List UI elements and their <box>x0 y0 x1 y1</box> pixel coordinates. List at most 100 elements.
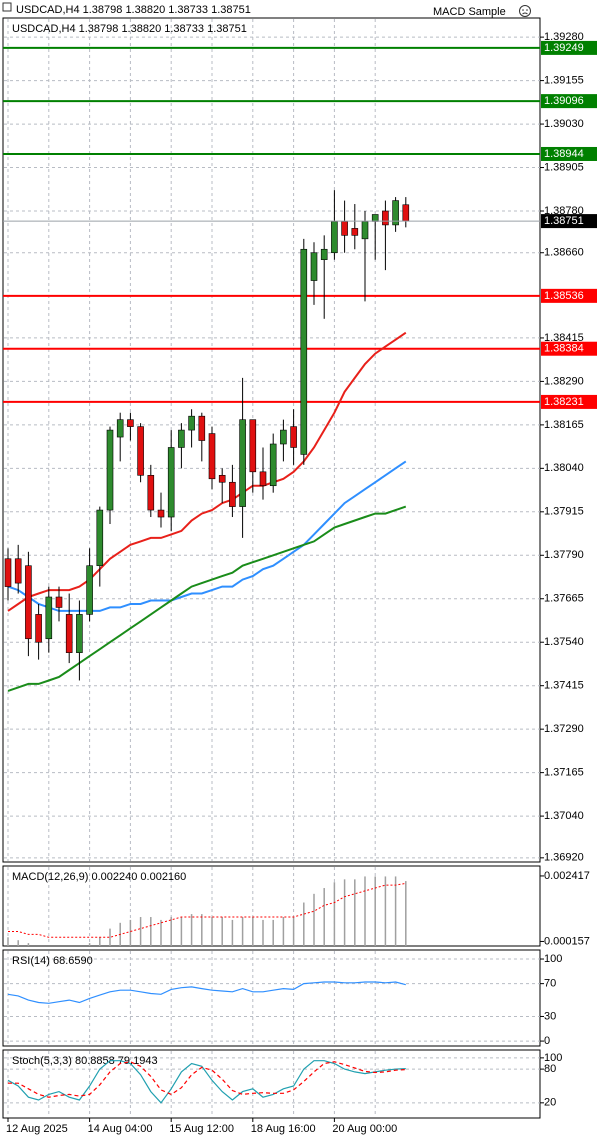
candle-body <box>218 474 226 483</box>
candle-body <box>361 221 369 240</box>
expert-icon-eye <box>526 9 528 11</box>
chart-title: USDCAD,H4 1.38798 1.38820 1.38733 1.3875… <box>16 4 251 16</box>
candle-body <box>178 429 185 448</box>
pane-title: Stoch(5,3,3) 80.8858 79.1943 <box>12 1055 158 1067</box>
current-price-label: 1.38751 <box>544 215 584 227</box>
macd-bar <box>394 876 397 946</box>
macd-bar <box>282 917 285 946</box>
macd-bar <box>180 917 183 946</box>
candle-body <box>392 200 399 226</box>
y-tick-label: 1.37165 <box>544 767 584 779</box>
candle-body <box>300 248 308 455</box>
candle-body <box>157 509 165 518</box>
macd-bar <box>150 917 152 946</box>
candle-body <box>239 419 246 507</box>
candle-body <box>249 419 257 473</box>
macd-bar <box>27 943 30 946</box>
level-label: 1.39249 <box>544 42 584 54</box>
level-label-box <box>541 40 597 55</box>
macd-bar <box>139 917 142 946</box>
candle-body <box>86 565 93 615</box>
candle-body <box>116 419 124 438</box>
y-tick-label: 1.39030 <box>544 118 584 130</box>
candle-body <box>229 481 236 507</box>
y-tick-label: 80 <box>544 1063 556 1075</box>
candle-body <box>55 596 63 608</box>
candle-body <box>14 558 22 584</box>
pane-title: USDCAD,H4 1.38798 1.38820 1.38733 1.3875… <box>12 23 247 35</box>
candle-body <box>96 509 104 567</box>
macd-bar <box>160 919 162 946</box>
y-tick-label: 1.36920 <box>544 852 584 864</box>
y-tick-label: 100 <box>544 1052 562 1064</box>
expert-name: MACD Sample <box>433 6 506 18</box>
candle-body <box>45 596 53 640</box>
candle-body <box>65 614 73 653</box>
macd-bar <box>231 919 234 946</box>
macd-bar <box>313 893 315 946</box>
macd-bar <box>201 914 203 946</box>
candle-body <box>35 614 42 643</box>
macd-bar <box>384 876 387 946</box>
macd-bar <box>333 882 336 946</box>
candle-body <box>280 429 287 445</box>
macd-bar <box>405 881 407 946</box>
y-tick-label: 1.38660 <box>544 247 584 259</box>
moving-average <box>7 460 407 612</box>
macd-bar <box>129 919 132 946</box>
y-tick-label: 1.37790 <box>544 549 584 561</box>
candle-body <box>269 443 277 487</box>
y-tick-label: 1.38780 <box>544 205 584 217</box>
y-tick-label: 30 <box>544 1010 556 1022</box>
y-tick-label: 1.38905 <box>544 161 584 173</box>
y-tick-label: 1.37040 <box>544 810 584 822</box>
y-tick-label: 0 <box>544 1035 550 1047</box>
indicator-line <box>8 1061 406 1098</box>
y-tick-label: 70 <box>544 978 556 990</box>
pane-title: MACD(12,26,9) 0.002240 0.002160 <box>12 871 186 883</box>
candle-body <box>76 614 83 653</box>
pane-title: RSI(14) 68.6590 <box>12 955 93 967</box>
pane-frame <box>2 865 541 947</box>
macd-bar <box>241 917 244 946</box>
candle-body <box>371 214 379 222</box>
pane-frame <box>2 1049 541 1119</box>
macd-bar <box>262 919 264 946</box>
candle-body <box>402 204 410 222</box>
candle-body <box>208 433 216 480</box>
candle-body <box>320 248 328 260</box>
y-tick-label: 100 <box>544 953 562 965</box>
level-label: 1.39096 <box>544 95 584 107</box>
candle-body <box>167 447 175 518</box>
y-tick-label: 1.37290 <box>544 723 584 735</box>
candle-body <box>310 252 318 281</box>
y-tick-label: 0.002417 <box>544 870 590 882</box>
pane-frame <box>2 949 541 1047</box>
y-tick-label: 20 <box>544 1097 556 1109</box>
macd-bar <box>272 919 274 946</box>
y-tick-label: 1.39280 <box>544 31 584 43</box>
macd-bar <box>170 917 172 946</box>
candle-body <box>137 426 144 476</box>
level-label: 1.38384 <box>544 343 584 355</box>
macd-bar <box>99 937 101 946</box>
y-tick-label: 1.39155 <box>544 75 584 87</box>
candle-body <box>331 221 338 254</box>
y-tick-label: 1.38165 <box>544 419 584 431</box>
macd-bar <box>252 917 254 946</box>
macd-bar <box>17 940 19 946</box>
moving-average <box>7 331 407 612</box>
macd-bar <box>292 917 295 946</box>
macd-bar <box>303 902 305 946</box>
pane-frame <box>2 17 541 863</box>
y-tick-label: 1.38040 <box>544 462 584 474</box>
expert-icon-mouth <box>522 12 528 15</box>
moving-average <box>7 505 407 692</box>
candle-body <box>259 471 267 487</box>
chart-layer: 1.39280 1.39155 1.39030 1.38905 1.38780 1.386… <box>2 17 597 1135</box>
y-tick-label: 1.38415 <box>544 332 584 344</box>
level-label: 1.38944 <box>544 148 584 160</box>
macd-bar <box>354 879 356 946</box>
macd-bar <box>7 937 9 946</box>
